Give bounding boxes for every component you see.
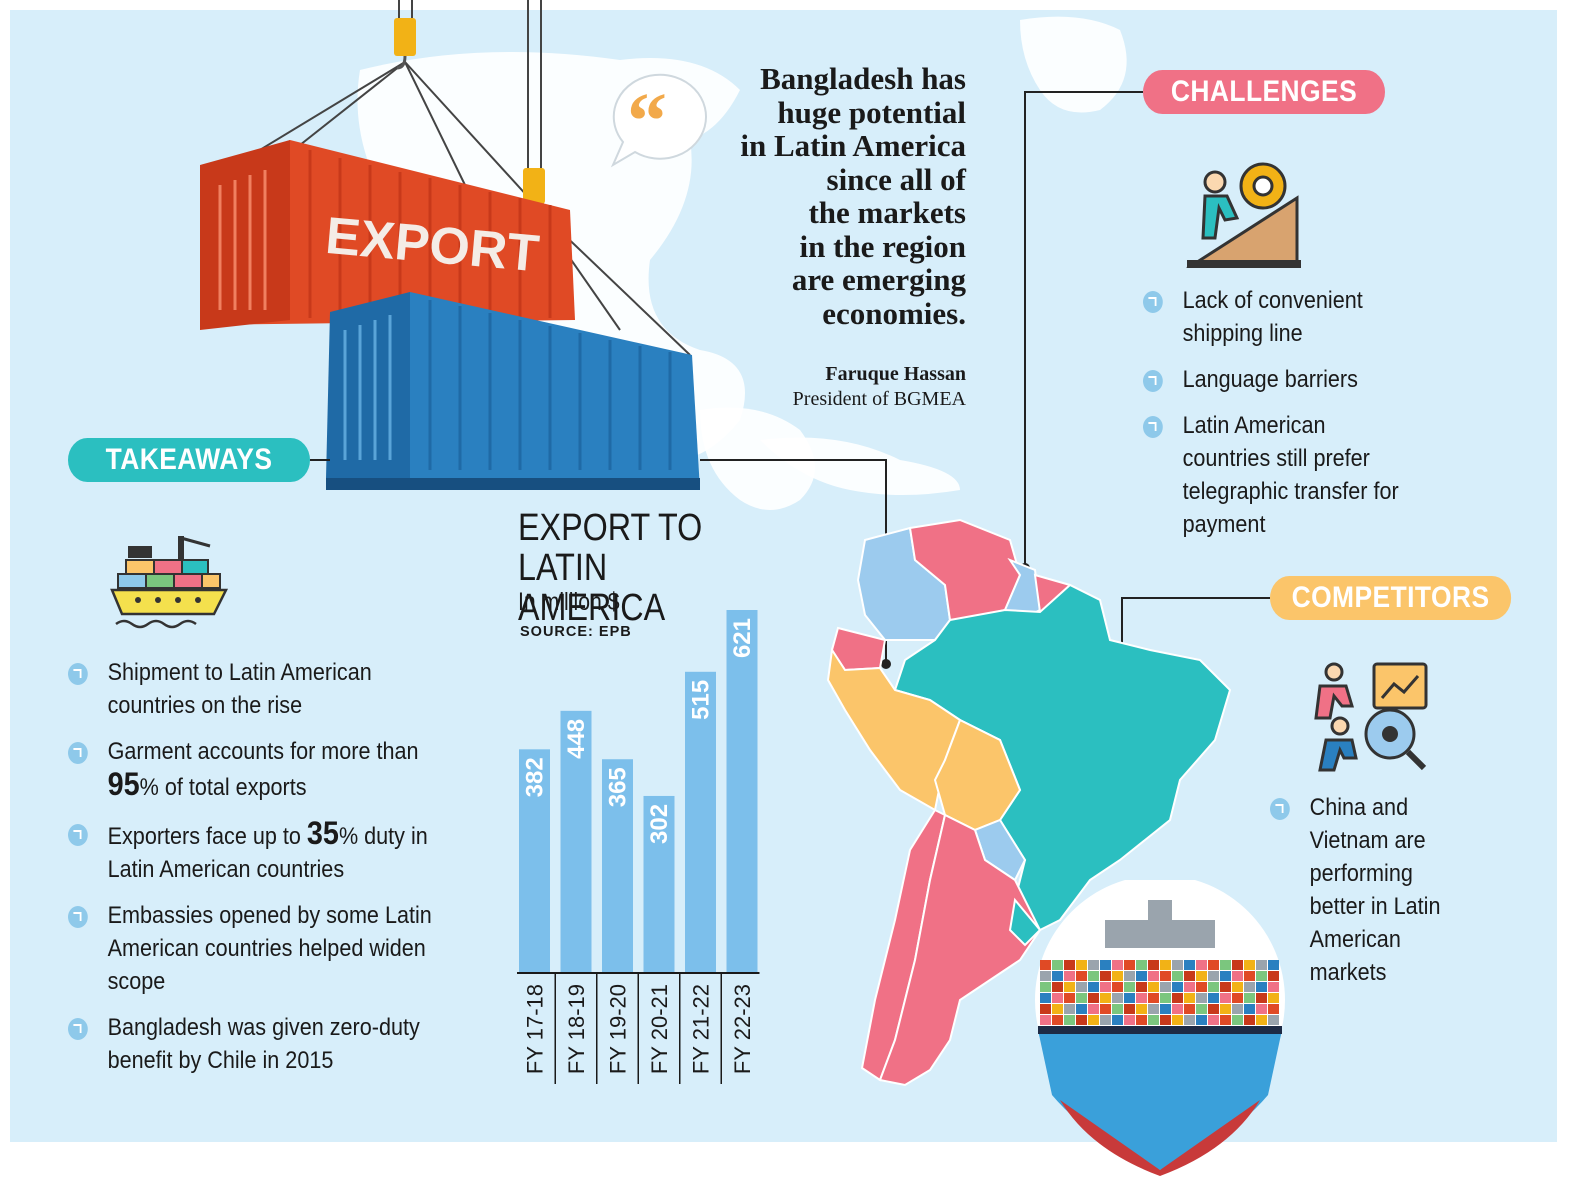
competitors-title: COMPETITORS: [1291, 581, 1490, 614]
takeaways-pill: TAKEAWAYS: [68, 438, 310, 482]
crane-hook-icon: [394, 18, 545, 216]
blue-container: [326, 292, 700, 490]
arrow-bullet-icon: [68, 742, 88, 764]
arrow-bullet-icon: [68, 1018, 88, 1040]
bar-value-label: 365: [605, 767, 632, 807]
bar: [726, 610, 758, 972]
takeaway-highlight-number: 35: [306, 815, 339, 851]
arrow-bullet-icon: [1143, 370, 1163, 392]
competitors-list: China and Vietnam are performing better …: [1270, 791, 1490, 989]
takeaway-text: Exporters face up to: [107, 823, 307, 850]
bar-value-label: 382: [522, 757, 549, 797]
quote-bubble-icon: “: [610, 73, 708, 168]
challenge-item-text: Language barriers: [1182, 366, 1358, 393]
quote-line: since all of: [826, 161, 967, 197]
bar-value-label: 302: [646, 804, 673, 844]
challenge-item: Language barriers: [1143, 363, 1413, 396]
takeaway-highlight-number: 95: [107, 766, 140, 802]
competitors-pill: COMPETITORS: [1270, 576, 1512, 620]
arrow-bullet-icon: [68, 824, 88, 846]
challenge-item-text: Latin American countries still prefer te…: [1182, 412, 1399, 538]
bar-value-label: 515: [688, 680, 715, 720]
quote-line: in Latin America: [740, 128, 966, 163]
quote-line: economies.: [822, 295, 966, 331]
bar-chart: 382 FY 17-18 448 FY 18-19 365 FY 19-20 302 FY 2…: [517, 610, 760, 1084]
takeaway-item: Bangladesh was given zero-duty benefit b…: [68, 1011, 455, 1077]
chart-title: EXPORT TO LATIN AMERICA: [518, 507, 703, 629]
category-label: FY 21-22: [689, 984, 714, 1074]
takeaway-text: Shipment to Latin American countries on …: [107, 659, 372, 719]
quote-line: Bangladesh has: [760, 61, 966, 96]
author-name: Faruque Hassan: [825, 363, 966, 385]
quote-line: the markets: [808, 195, 966, 230]
challenges-title: CHALLENGES: [1170, 75, 1358, 108]
category-label: FY 22-23: [730, 984, 755, 1074]
takeaway-item: Shipment to Latin American countries on …: [68, 656, 455, 722]
bar-value-label: 621: [729, 618, 756, 658]
category-label: FY 17-18: [523, 984, 548, 1074]
arrow-bullet-icon: [1270, 798, 1290, 820]
bar: [519, 749, 550, 972]
takeaways-title: TAKEAWAYS: [105, 443, 273, 476]
category-label: FY 19-20: [606, 984, 631, 1074]
challenge-item: Lack of convenient shipping line: [1143, 284, 1413, 350]
bar-value-label: 448: [563, 719, 590, 759]
map-argentina: [878, 813, 1042, 1087]
quote-line: huge potential: [777, 94, 966, 130]
bar: [560, 710, 592, 972]
author-title: President of BGMEA: [792, 388, 966, 410]
takeaway-text: Embassies opened by some Latin American …: [107, 902, 432, 995]
category-label: FY 20-21: [647, 984, 672, 1074]
takeaway-item: Garment accounts for more than 95% of to…: [68, 735, 455, 804]
takeaway-text: Garment accounts for more than: [107, 738, 419, 765]
chart-unit: In million $: [518, 588, 620, 616]
challenge-item: Latin American countries still prefer te…: [1143, 409, 1413, 541]
red-container: EXPORT: [200, 140, 575, 330]
chart-source: SOURCE: EPB: [520, 624, 632, 640]
quote-line: are emerging: [791, 262, 966, 297]
competitor-item: China and Vietnam are performing better …: [1270, 791, 1468, 989]
bar: [602, 759, 633, 972]
takeaways-list: Shipment to Latin American countries on …: [68, 656, 498, 1090]
challenges-list: Lack of convenient shipping line Language…: [1143, 284, 1443, 554]
takeaway-text: Bangladesh was given zero-duty benefit b…: [107, 1014, 420, 1074]
svg-text:“: “: [627, 78, 667, 166]
arrow-bullet-icon: [68, 906, 88, 928]
bar: [685, 671, 716, 972]
arrow-bullet-icon: [1143, 416, 1163, 438]
category-label: FY 18-19: [564, 984, 589, 1074]
cargo-ship-icon: [110, 536, 229, 629]
quote-author: Faruque Hassan President of BGMEA: [700, 362, 966, 412]
climbing-gear-icon: [1185, 162, 1301, 268]
arrow-bullet-icon: [68, 663, 88, 685]
takeaway-item: Exporters face up to 35% duty in Latin A…: [68, 817, 455, 886]
takeaway-item: Embassies opened by some Latin American …: [68, 899, 455, 998]
challenge-item-text: Lack of convenient shipping line: [1182, 287, 1363, 347]
map-uruguay: [1008, 897, 1042, 947]
quote-text: Bangladesh has huge potential in Latin Ame…: [700, 62, 966, 330]
arrow-bullet-icon: [1143, 291, 1163, 313]
competitor-item-text: China and Vietnam are performing better …: [1309, 794, 1441, 986]
competition-analysis-icon: [1314, 662, 1428, 772]
takeaway-text: % of total exports: [139, 774, 307, 801]
quote-line: in the region: [799, 228, 967, 264]
bar: [643, 795, 675, 972]
challenges-pill: CHALLENGES: [1143, 70, 1385, 114]
container-ship-icon: [1035, 880, 1285, 1176]
takeaway-text: % duty in Latin American countries: [107, 823, 428, 883]
